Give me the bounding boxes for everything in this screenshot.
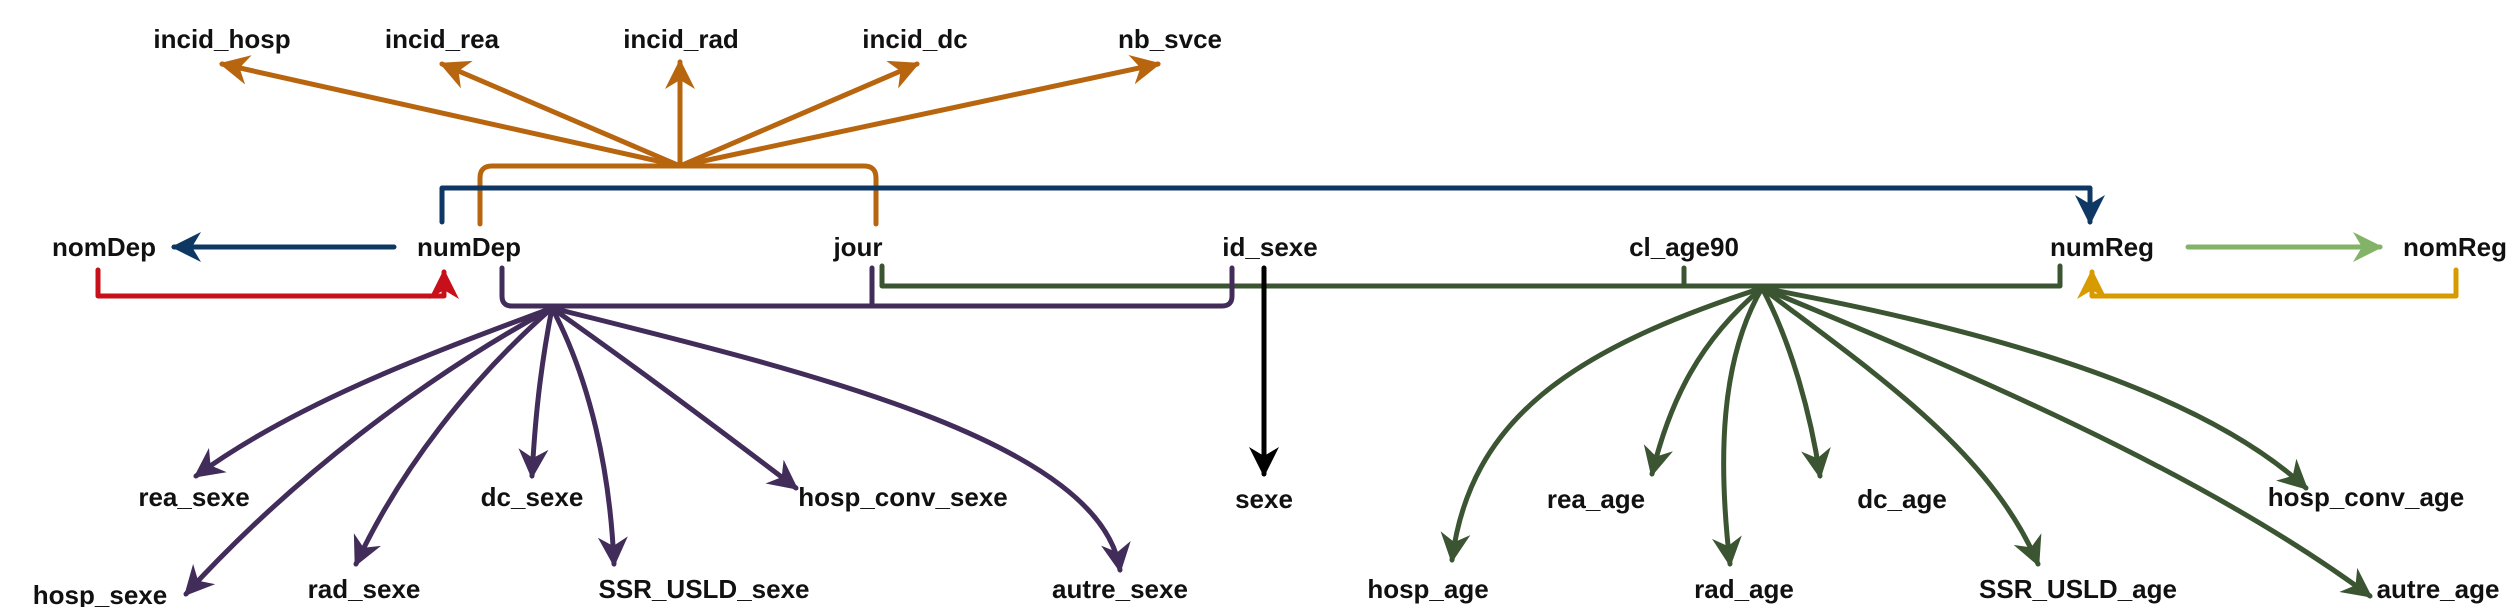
- node-incid_rad: incid_rad: [623, 24, 739, 54]
- node-rea_age: rea_age: [1547, 484, 1645, 514]
- numDep-jour-bracket: [477, 163, 879, 227]
- edge-to-dc_sexe: [518, 305, 555, 479]
- green-dependency-group: [879, 263, 2373, 599]
- node-id_sexe: id_sexe: [1222, 232, 1317, 262]
- node-labels: incid_hosp incid_rea incid_rad incid_dc …: [33, 24, 2507, 607]
- node-jour: jour: [832, 232, 882, 262]
- edge-to-rea_sexe: [193, 305, 555, 479]
- edge-to-rea_age: [1643, 285, 1765, 477]
- edge-to-hosp_conv_sexe: [549, 305, 799, 491]
- edge-nomDep-to-numDep: [95, 267, 459, 299]
- edge-nomReg-to-numReg: [2077, 267, 2459, 299]
- node-hosp_age: hosp_age: [1367, 574, 1488, 604]
- node-autre_sexe: autre_sexe: [1052, 574, 1188, 604]
- edge-to-SSR_USLD_age: [1759, 285, 2042, 567]
- node-sexe: sexe: [1235, 484, 1293, 514]
- node-numDep: numDep: [417, 232, 521, 262]
- node-incid_dc: incid_dc: [862, 24, 967, 54]
- edge-to-dc_age: [1759, 285, 1831, 479]
- edge-to-hosp_sexe: [183, 305, 555, 597]
- edge-to-incid_rea: [439, 60, 683, 169]
- edge-to-autre_age: [1759, 285, 2373, 599]
- edge-to-incid_dc: [677, 60, 920, 169]
- edge-to-hosp_conv_age: [1759, 285, 2309, 491]
- edge-to-rad_age: [1712, 285, 1765, 567]
- node-nb_svce: nb_svce: [1118, 24, 1222, 54]
- node-hosp_conv_age: hosp_conv_age: [2268, 482, 2465, 512]
- node-rea_sexe: rea_sexe: [138, 482, 249, 512]
- node-cl_age90: cl_age90: [1629, 232, 1739, 262]
- edge-to-hosp_age: [1440, 285, 1765, 563]
- edge-to-autre_sexe: [549, 305, 1131, 573]
- node-SSR_USLD_sexe: SSR_USLD_sexe: [599, 574, 810, 604]
- node-hosp_conv_sexe: hosp_conv_sexe: [798, 482, 1008, 512]
- edge-to-rad_sexe: [353, 305, 555, 567]
- edge-numDep-to-numReg: [439, 185, 2105, 225]
- node-dc_sexe: dc_sexe: [481, 482, 584, 512]
- node-rad_sexe: rad_sexe: [308, 574, 421, 604]
- navy-dependency-group: [171, 185, 2105, 262]
- node-rad_age: rad_age: [1694, 574, 1794, 604]
- age-key-bracket: [879, 263, 2063, 289]
- node-autre_age: autre_age: [2377, 574, 2500, 604]
- brown-dependency-group: [219, 54, 1161, 227]
- node-numReg: numReg: [2050, 232, 2154, 262]
- node-incid_rea: incid_rea: [385, 24, 500, 54]
- edge-to-SSR_USLD_sexe: [549, 305, 628, 567]
- node-hosp_sexe: hosp_sexe: [33, 580, 167, 607]
- purple-dependency-group: [183, 265, 1235, 597]
- node-nomDep: nomDep: [52, 232, 156, 262]
- node-SSR_USLD_age: SSR_USLD_age: [1979, 574, 2177, 604]
- sexe-key-bracket: [499, 265, 1235, 309]
- node-dc_age: dc_age: [1857, 484, 1947, 514]
- node-nomReg: nomReg: [2403, 232, 2507, 262]
- edge-to-nb_svce: [677, 54, 1161, 169]
- edge-to-incid_hosp: [219, 55, 683, 169]
- node-incid_hosp: incid_hosp: [153, 24, 290, 54]
